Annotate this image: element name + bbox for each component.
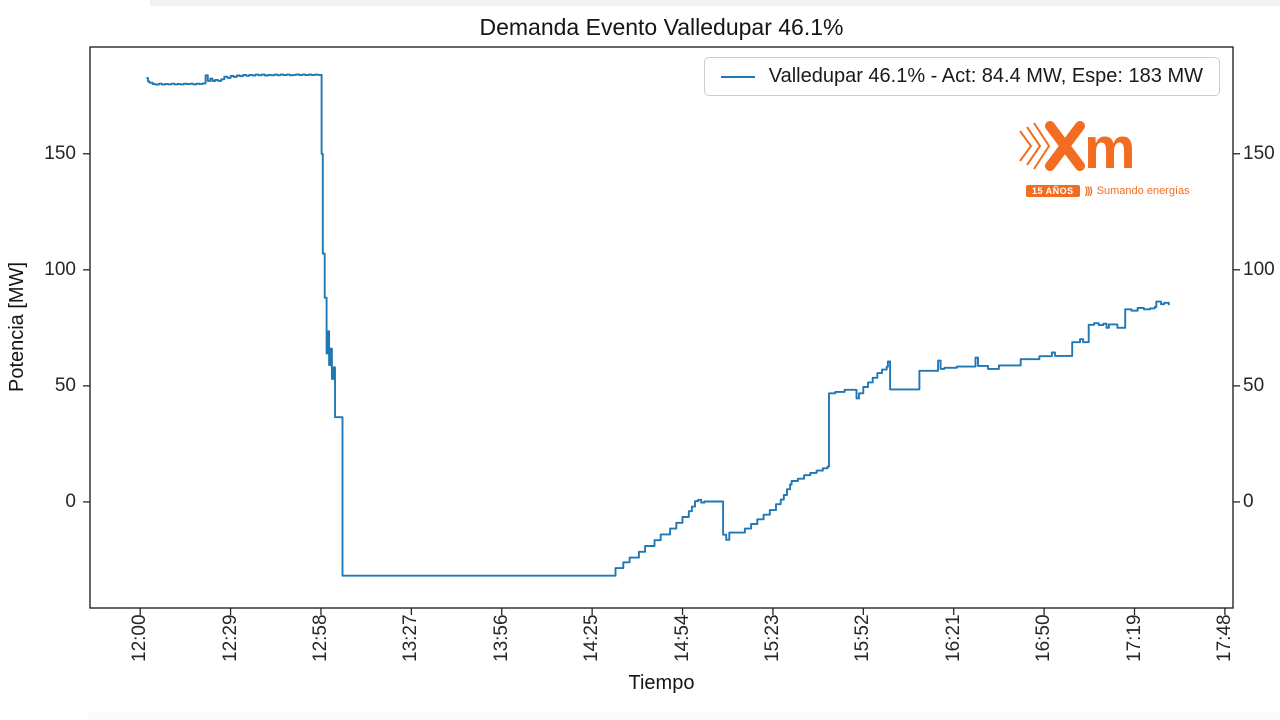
y-tick-label: 100 xyxy=(1243,258,1275,280)
demand-line xyxy=(146,73,1170,577)
xm-logo-badge-chevrons: ))) xyxy=(1084,185,1093,197)
xm-logo-x xyxy=(1045,121,1085,171)
x-tick-label: 14:54 xyxy=(671,614,693,662)
xm-logo-tagline: Sumando energías xyxy=(1096,185,1190,197)
x-tick-label: 13:27 xyxy=(400,614,422,662)
xm-logo-badge: 15 AÑOS xyxy=(1026,185,1080,197)
x-tick-label: 15:23 xyxy=(761,614,783,662)
xm-logo-badge-row: 15 AÑOS ))) Sumando energías xyxy=(1026,185,1193,197)
y-tick-label: 0 xyxy=(65,490,76,512)
y-tick-label: 50 xyxy=(1243,374,1265,396)
x-tick-label: 12:29 xyxy=(219,614,241,662)
x-tick-label: 12:00 xyxy=(129,614,151,662)
y-tick-label: 100 xyxy=(44,258,76,280)
legend-line-sample xyxy=(720,75,755,78)
x-tick-label: 17:19 xyxy=(1123,614,1145,662)
plot-frame xyxy=(89,46,1234,609)
y-tick-label: 50 xyxy=(54,374,76,396)
x-tick-label: 15:52 xyxy=(852,614,874,662)
xm-logo: m 15 AÑOS ))) Sumando energías xyxy=(1018,116,1193,197)
xm-logo-m: m xyxy=(1084,118,1136,178)
y-tick-label: 150 xyxy=(44,142,76,164)
x-tick-label: 16:21 xyxy=(942,614,964,662)
legend-label: Valledupar 46.1% - Act: 84.4 MW, Espe: 1… xyxy=(768,65,1203,87)
xm-logo-chevrons xyxy=(1019,122,1051,170)
chart-title: Demanda Evento Valledupar 46.1% xyxy=(479,14,844,40)
x-tick-label: 12:58 xyxy=(309,614,331,662)
legend: Valledupar 46.1% - Act: 84.4 MW, Espe: 1… xyxy=(703,57,1220,96)
x-tick-label: 13:56 xyxy=(490,614,512,662)
y-tick-label: 0 xyxy=(1243,490,1254,512)
x-axis-label: Tiempo xyxy=(628,672,695,694)
y-tick-label: 150 xyxy=(1243,142,1275,164)
y-axis-label: Potencia [MW] xyxy=(6,261,28,393)
x-tick-label: 17:48 xyxy=(1213,614,1235,662)
top-edge-band xyxy=(150,0,1280,6)
bottom-edge-band xyxy=(88,712,1280,720)
xm-logo-mark: m xyxy=(1019,116,1136,181)
x-tick-label: 14:25 xyxy=(581,614,603,662)
x-tick-label: 16:50 xyxy=(1033,614,1055,662)
